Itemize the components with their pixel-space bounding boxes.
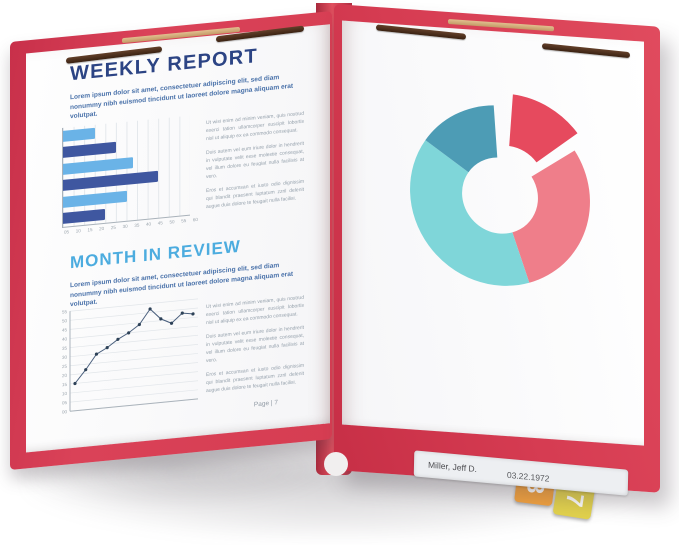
donut-segment-dark-teal xyxy=(425,105,498,173)
x-tick-label: 45 xyxy=(157,220,163,226)
x-tick-label: 50 xyxy=(169,219,175,225)
bar-segment xyxy=(63,190,127,208)
bar-segment xyxy=(63,142,116,159)
x-tick-label: 35 xyxy=(134,222,140,229)
svg-text:00: 00 xyxy=(62,409,67,415)
svg-text:05: 05 xyxy=(62,400,67,406)
tab-digit: 7 xyxy=(560,491,589,509)
svg-text:15: 15 xyxy=(62,382,67,388)
paragraph: Eros et accumsan et iusto odio dignissim… xyxy=(206,362,304,394)
x-tick-label: 15 xyxy=(87,227,93,233)
svg-text:25: 25 xyxy=(62,364,67,370)
paragraph: Ut wisi enim ad minim veniam, quis nostr… xyxy=(206,110,304,142)
donut-segment-pink xyxy=(512,150,590,283)
report-page: WEEKLY REPORT Lorem ipsum dolor sit amet… xyxy=(26,24,330,453)
x-tick-label: 10 xyxy=(75,228,81,234)
paragraph: Eros et accumsan et iusto odio dignissim… xyxy=(206,178,304,210)
line-chart: 00 05 10 15 20 25 30 35 40 45 50 55 xyxy=(52,292,204,430)
svg-text:50: 50 xyxy=(62,318,67,324)
x-tick-label: 60 xyxy=(192,216,198,223)
bar-segment xyxy=(63,156,133,175)
paragraph: Duis autem vel eum iriure dolor in hendr… xyxy=(206,140,304,180)
x-tick-label: 25 xyxy=(110,224,116,231)
body-text-column-1: Ut wisi enim ad minim veniam, quis nostr… xyxy=(206,111,304,219)
bar-chart: 05 10 15 20 25 30 35 40 45 50 55 60 xyxy=(62,115,202,235)
svg-text:10: 10 xyxy=(62,391,67,397)
line-chart-svg: 00 05 10 15 20 25 30 35 40 45 50 55 xyxy=(62,298,198,415)
svg-text:55: 55 xyxy=(62,309,67,315)
svg-text:45: 45 xyxy=(62,327,67,333)
bar-chart-plot xyxy=(62,115,190,228)
bar-segment xyxy=(63,208,106,224)
x-tick-label: 20 xyxy=(99,225,105,232)
label-patient-name: Miller, Jeff D. xyxy=(427,459,478,475)
folder-bottom-notch xyxy=(324,452,348,476)
donut-segment-light-teal xyxy=(410,140,530,286)
x-tick-label: 55 xyxy=(181,218,187,224)
x-tick-label: 05 xyxy=(64,229,70,235)
label-date: 03.22.1972 xyxy=(506,469,550,484)
bar-segment xyxy=(63,127,95,142)
svg-text:40: 40 xyxy=(62,336,67,342)
paragraph: Ut wisi enim ad minim veniam, quis nostr… xyxy=(206,294,304,326)
bar-segment xyxy=(63,170,159,192)
folder-left-panel: WEEKLY REPORT Lorem ipsum dolor sit amet… xyxy=(10,10,332,470)
svg-text:35: 35 xyxy=(62,345,67,351)
svg-text:20: 20 xyxy=(62,373,67,379)
body-text-column-2: Ut wisi enim ad minim veniam, quis nostr… xyxy=(206,295,304,403)
donut-chart-page xyxy=(342,20,644,446)
paragraph: Duis autem vel eum iriure dolor in hendr… xyxy=(206,324,304,364)
folder-right-panel: Miller, Jeff D. 03.22.1972 xyxy=(334,4,660,496)
x-tick-label: 40 xyxy=(146,221,152,227)
donut-segment-exploded-red xyxy=(509,94,578,163)
donut-chart xyxy=(410,94,590,286)
x-tick-label: 30 xyxy=(122,223,128,230)
svg-text:30: 30 xyxy=(62,355,67,361)
